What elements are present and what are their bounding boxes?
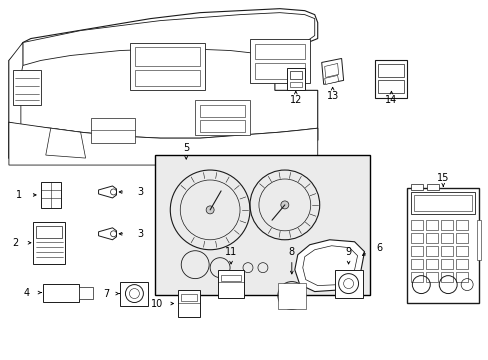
- Bar: [426, 246, 437, 256]
- Bar: [155, 155, 369, 294]
- Bar: [455, 220, 467, 230]
- Polygon shape: [99, 228, 116, 240]
- Text: 3: 3: [137, 229, 143, 239]
- Bar: [455, 259, 467, 269]
- Bar: [375, 60, 407, 98]
- Bar: [413, 195, 471, 211]
- Bar: [178, 289, 200, 318]
- Bar: [277, 283, 305, 309]
- Bar: [410, 220, 423, 230]
- Bar: [200, 105, 244, 117]
- Bar: [410, 233, 423, 243]
- Text: 15: 15: [436, 173, 448, 183]
- Bar: [135, 46, 200, 67]
- Text: 4: 4: [24, 288, 30, 298]
- Polygon shape: [324, 63, 338, 77]
- Polygon shape: [321, 58, 343, 84]
- Bar: [426, 220, 437, 230]
- Bar: [41, 182, 61, 208]
- Bar: [476, 220, 480, 260]
- Bar: [410, 184, 423, 190]
- Text: 9: 9: [345, 247, 351, 257]
- Text: 10: 10: [151, 298, 163, 309]
- Polygon shape: [99, 186, 116, 198]
- Text: 5: 5: [183, 143, 189, 153]
- Bar: [440, 233, 452, 243]
- Bar: [455, 246, 467, 256]
- Bar: [200, 120, 244, 132]
- Circle shape: [280, 201, 288, 209]
- Bar: [289, 82, 301, 87]
- Polygon shape: [23, 13, 314, 66]
- Text: 1: 1: [16, 190, 22, 200]
- Polygon shape: [9, 122, 317, 158]
- Text: 7: 7: [103, 289, 109, 298]
- Text: 6: 6: [376, 243, 382, 253]
- Polygon shape: [324, 75, 338, 84]
- Bar: [33, 222, 64, 264]
- Polygon shape: [9, 42, 23, 158]
- Bar: [378, 64, 404, 77]
- Bar: [249, 39, 309, 84]
- Bar: [42, 284, 79, 302]
- Bar: [440, 220, 452, 230]
- Bar: [407, 188, 478, 302]
- Polygon shape: [46, 128, 85, 158]
- Bar: [120, 282, 148, 306]
- Polygon shape: [9, 9, 317, 162]
- Bar: [426, 233, 437, 243]
- Text: 2: 2: [12, 238, 18, 248]
- Text: 11: 11: [224, 247, 237, 257]
- Bar: [426, 272, 437, 282]
- Polygon shape: [294, 240, 364, 292]
- Bar: [427, 184, 438, 190]
- Text: 8: 8: [288, 247, 294, 257]
- Bar: [440, 272, 452, 282]
- Bar: [455, 233, 467, 243]
- Polygon shape: [9, 122, 317, 165]
- Bar: [254, 44, 304, 59]
- Bar: [440, 259, 452, 269]
- Text: 12: 12: [289, 95, 302, 105]
- Text: 3: 3: [137, 187, 143, 197]
- Bar: [378, 80, 404, 93]
- Bar: [181, 293, 197, 301]
- Bar: [79, 287, 92, 298]
- Bar: [254, 63, 304, 80]
- Bar: [36, 226, 61, 238]
- Bar: [426, 259, 437, 269]
- Bar: [334, 270, 362, 298]
- Bar: [135, 71, 200, 86]
- Bar: [410, 259, 423, 269]
- Bar: [455, 272, 467, 282]
- Bar: [440, 246, 452, 256]
- Bar: [195, 100, 249, 135]
- Bar: [218, 270, 244, 298]
- Text: 13: 13: [326, 91, 338, 101]
- Bar: [410, 192, 474, 214]
- Polygon shape: [302, 246, 357, 285]
- Bar: [410, 246, 423, 256]
- Bar: [410, 272, 423, 282]
- Bar: [286, 68, 304, 90]
- Text: 14: 14: [385, 95, 397, 105]
- Bar: [130, 42, 205, 90]
- Bar: [289, 71, 301, 80]
- Bar: [13, 71, 41, 105]
- Circle shape: [206, 206, 214, 214]
- Bar: [90, 118, 135, 143]
- Bar: [221, 275, 241, 280]
